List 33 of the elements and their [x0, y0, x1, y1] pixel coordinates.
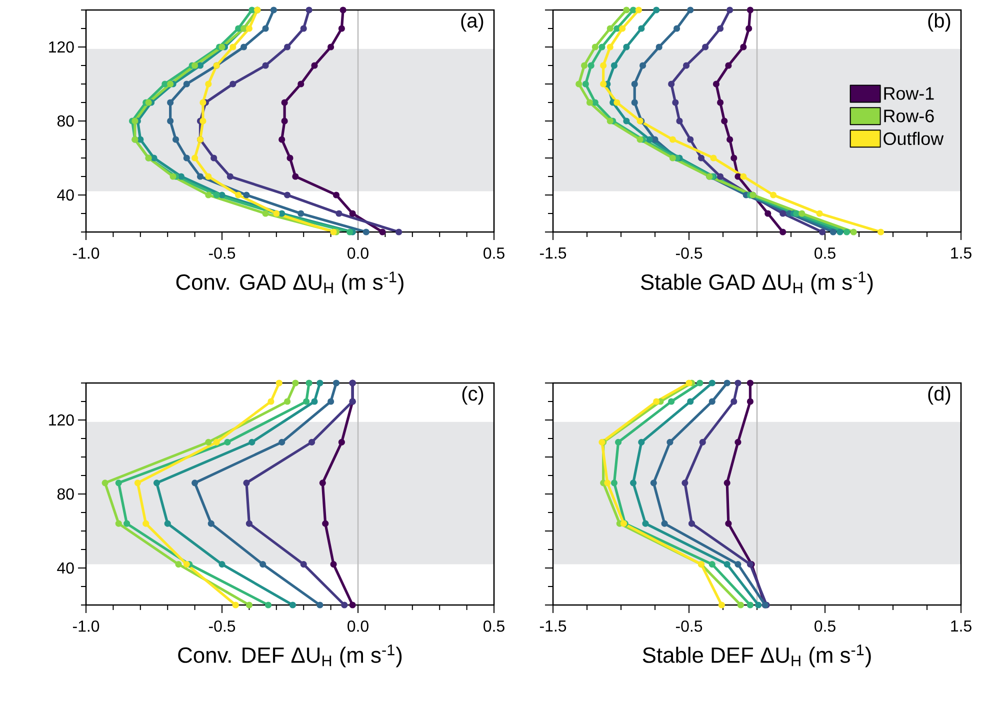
x-tick-label: 0.5 — [814, 620, 836, 632]
y-tick-label: 120 — [49, 41, 74, 53]
legend-label: Row-6 — [884, 110, 934, 122]
x-axis-title: Conv. GAD ΔU$_{H}$ (m s$^{-1}$) — [176, 272, 404, 294]
x-axis-title: Conv. DEF ΔU$_{H}$ (m s$^{-1}$) — [178, 644, 402, 668]
x-tick-label: 0.0 — [348, 248, 368, 259]
chart-title: (b) — [928, 13, 950, 32]
x-tick-label: -0.5 — [676, 248, 702, 259]
x-tick-label: 0.5 — [814, 248, 836, 259]
y-tick-label: 120 — [49, 414, 74, 426]
chart-title: (d) — [928, 386, 950, 405]
x-tick-label: -0.5 — [676, 620, 702, 632]
x-tick-label: 0.5 — [484, 248, 504, 259]
legend-label: Outflow — [884, 132, 944, 146]
x-tick-label: -1.5 — [540, 248, 566, 259]
y-tick-label: 40 — [57, 189, 74, 201]
y-tick-label: 80 — [57, 488, 74, 500]
chart-title: (c) — [462, 386, 484, 405]
x-tick-label: -0.5 — [208, 620, 236, 632]
x-tick-label: 1.5 — [951, 620, 972, 632]
y-tick-label: 40 — [57, 562, 74, 574]
x-tick-label: 0.0 — [348, 620, 368, 632]
chart-title: (a) — [461, 13, 484, 32]
x-tick-label: 0.5 — [484, 620, 504, 632]
legend-label: Row-1 — [884, 87, 934, 100]
x-tick-label: -1.0 — [72, 620, 100, 632]
x-axis-title: Stable DEF ΔU$_{H}$ (m s$^{-1}$) — [642, 644, 871, 668]
x-tick-label: 1.5 — [951, 248, 972, 259]
x-axis-title: Stable GAD ΔU$_{H}$ (m s$^{-1}$) — [641, 272, 873, 294]
y-tick-label: 80 — [57, 115, 74, 127]
x-tick-label: -0.5 — [208, 248, 236, 259]
x-tick-label: -1.5 — [540, 620, 566, 632]
x-tick-label: -1.0 — [72, 248, 100, 259]
